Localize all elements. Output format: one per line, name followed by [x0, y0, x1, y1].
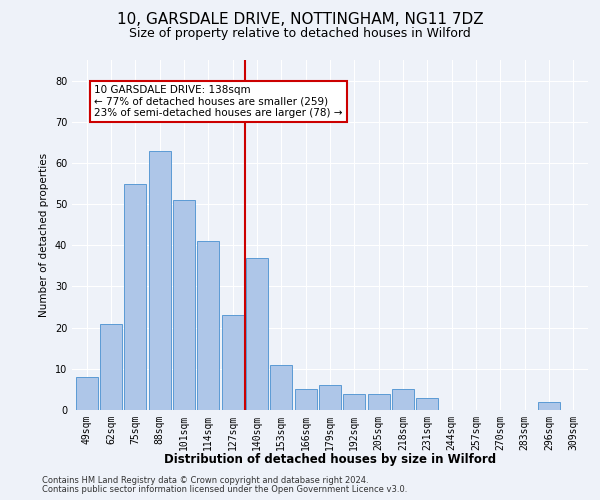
Bar — [343, 394, 365, 410]
Bar — [197, 241, 219, 410]
Bar — [124, 184, 146, 410]
Bar — [173, 200, 195, 410]
Bar — [76, 377, 98, 410]
Text: Contains HM Land Registry data © Crown copyright and database right 2024.: Contains HM Land Registry data © Crown c… — [42, 476, 368, 485]
Bar — [368, 394, 389, 410]
Text: Contains public sector information licensed under the Open Government Licence v3: Contains public sector information licen… — [42, 485, 407, 494]
Bar — [221, 316, 244, 410]
Bar — [100, 324, 122, 410]
Bar — [271, 364, 292, 410]
Bar — [295, 390, 317, 410]
Text: 10 GARSDALE DRIVE: 138sqm
← 77% of detached houses are smaller (259)
23% of semi: 10 GARSDALE DRIVE: 138sqm ← 77% of detac… — [94, 84, 343, 118]
Bar — [392, 390, 414, 410]
Bar — [319, 386, 341, 410]
Bar — [416, 398, 439, 410]
Text: Distribution of detached houses by size in Wilford: Distribution of detached houses by size … — [164, 452, 496, 466]
Y-axis label: Number of detached properties: Number of detached properties — [39, 153, 49, 317]
Text: Size of property relative to detached houses in Wilford: Size of property relative to detached ho… — [129, 28, 471, 40]
Text: 10, GARSDALE DRIVE, NOTTINGHAM, NG11 7DZ: 10, GARSDALE DRIVE, NOTTINGHAM, NG11 7DZ — [116, 12, 484, 28]
Bar — [538, 402, 560, 410]
Bar — [246, 258, 268, 410]
Bar — [149, 150, 170, 410]
